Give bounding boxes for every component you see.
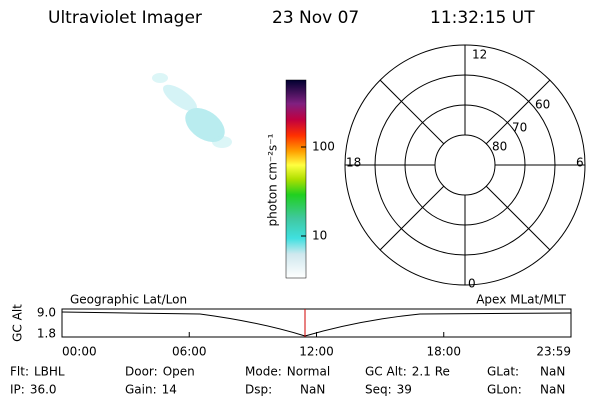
- info-value: 14: [162, 383, 177, 397]
- lat-label: 60: [535, 98, 550, 112]
- info-label: Mode:: [245, 365, 282, 379]
- timeline-y-label: GC Alt: [11, 304, 25, 342]
- info-value: Open: [163, 365, 195, 379]
- info-value: 36.0: [30, 383, 57, 397]
- info-label: Door:: [125, 365, 158, 379]
- info-value: 39: [397, 383, 412, 397]
- info-label: IP:: [10, 383, 25, 397]
- aurora-image: [152, 73, 232, 148]
- timeline-right-label: Apex MLat/MLT: [476, 293, 566, 307]
- timeline-y-tick: 1.8: [37, 327, 56, 341]
- lat-label: 70: [512, 121, 527, 135]
- time-tick-label: 06:00: [172, 345, 207, 359]
- mlt-label: 6: [576, 156, 584, 170]
- info-label: Dsp:: [245, 383, 272, 397]
- info-label: Flt:: [10, 365, 29, 379]
- info-value: 2.1 Re: [412, 365, 450, 379]
- info-value: NaN: [300, 383, 325, 397]
- timeline-left-label: Geographic Lat/Lon: [70, 293, 187, 307]
- time-tick-label: 12:00: [299, 345, 334, 359]
- info-label: GC Alt:: [365, 365, 407, 379]
- time-tick-label: 00:00: [62, 345, 97, 359]
- date: 23 Nov 07: [272, 8, 359, 28]
- info-label: Seq:: [365, 383, 392, 397]
- info-value: LBHL: [34, 365, 65, 379]
- mlt-label: 0: [468, 277, 476, 291]
- lat-label: 80: [492, 140, 507, 154]
- info-value: NaN: [540, 365, 565, 379]
- info-label: GLat:: [487, 365, 519, 379]
- colorbar-tick-label: 100: [312, 140, 335, 154]
- title: Ultraviolet Imager: [48, 8, 202, 28]
- info-value: NaN: [540, 383, 565, 397]
- info-label: GLon:: [487, 383, 522, 397]
- timeline-y-tick: 9.0: [37, 306, 56, 320]
- info-label: Gain:: [125, 383, 157, 397]
- colorbar-label: photon cm⁻²s⁻¹: [266, 133, 280, 226]
- colorbar: [285, 79, 307, 279]
- time-tick-label: 23:59: [536, 345, 571, 359]
- colorbar-tick-label: 10: [312, 229, 327, 243]
- info-value: Normal: [287, 365, 330, 379]
- polar-grid: [344, 44, 586, 286]
- time: 11:32:15 UT: [430, 8, 535, 28]
- time-tick-label: 18:00: [426, 345, 461, 359]
- mlt-label: 18: [346, 156, 361, 170]
- mlt-label: 12: [472, 48, 487, 62]
